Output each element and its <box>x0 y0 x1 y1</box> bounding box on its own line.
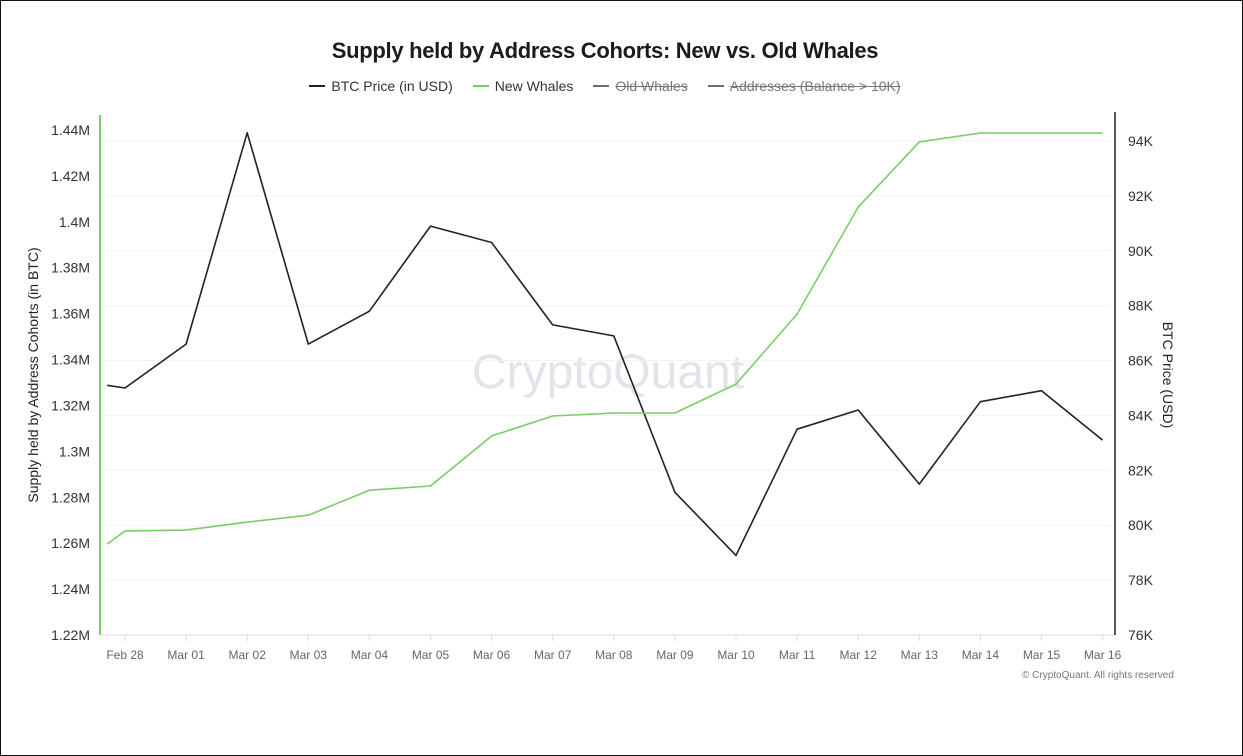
left-axis-tick: 1.26M <box>51 535 90 551</box>
right-axis-tick: 78K <box>1128 572 1154 588</box>
x-axis-tick: Mar 02 <box>229 648 267 662</box>
legend-swatch <box>309 85 326 87</box>
x-axis-tick: Mar 09 <box>656 648 694 662</box>
left-axis-tick: 1.32M <box>51 397 90 413</box>
x-axis-tick: Mar 14 <box>962 648 1000 662</box>
left-axis-tick: 1.28M <box>51 489 90 505</box>
left-axis-tick: 1.42M <box>51 168 90 184</box>
x-axis-tick: Mar 12 <box>840 648 878 662</box>
legend-swatch <box>593 85 610 87</box>
x-axis-tick: Mar 07 <box>534 648 572 662</box>
right-axis-tick: 94K <box>1128 133 1154 149</box>
x-axis-tick: Feb 28 <box>106 648 144 662</box>
legend-label: New Whales <box>494 78 574 94</box>
series-line-new-whales <box>106 132 1103 545</box>
right-axis-tick: 86K <box>1128 353 1154 369</box>
chart-title: Supply held by Address Cohorts: New vs. … <box>331 38 879 63</box>
legend-label: Old Whales <box>615 78 688 94</box>
x-axis-tick: Mar 13 <box>901 648 939 662</box>
legend-swatch <box>472 85 489 87</box>
legend-item[interactable]: Addresses (Balance > 10K) <box>707 78 901 94</box>
legend-swatch <box>707 85 724 87</box>
right-axis-tick: 80K <box>1128 517 1154 533</box>
right-axis-tick: 92K <box>1128 188 1154 204</box>
left-axis-tick: 1.44M <box>51 122 90 138</box>
x-axis-tick: Mar 15 <box>1023 648 1061 662</box>
copyright-text: © CryptoQuant. All rights reserved <box>1022 670 1174 681</box>
legend-item[interactable]: BTC Price (in USD) <box>309 78 453 94</box>
x-axis-tick: Mar 10 <box>717 648 755 662</box>
legend-label: Addresses (Balance > 10K) <box>729 78 901 94</box>
x-axis-tick: Mar 08 <box>595 648 633 662</box>
right-axis-tick: 90K <box>1128 243 1154 259</box>
x-axis-tick: Mar 16 <box>1084 648 1122 662</box>
legend-item[interactable]: Old Whales <box>593 78 688 94</box>
left-axis-tick: 1.38M <box>51 260 90 276</box>
legend-label: BTC Price (in USD) <box>331 78 453 94</box>
x-axis-tick: Mar 04 <box>351 648 389 662</box>
left-axis-tick: 1.4M <box>59 214 90 230</box>
left-axis-tick: 1.24M <box>51 581 90 597</box>
x-axis-tick: Mar 06 <box>473 648 511 662</box>
x-axis-tick: Mar 01 <box>167 648 205 662</box>
left-axis-label: Supply held by Address Cohorts (in BTC) <box>25 247 41 502</box>
left-axis-tick: 1.3M <box>59 443 90 459</box>
watermark: CryptoQuant <box>472 346 744 399</box>
right-axis-tick: 82K <box>1128 462 1154 478</box>
x-axis-tick: Mar 03 <box>290 648 328 662</box>
x-axis-tick: Mar 05 <box>412 648 450 662</box>
x-axis-tick: Mar 11 <box>779 648 816 662</box>
legend-item[interactable]: New Whales <box>472 78 574 94</box>
legend: BTC Price (in USD) New Whales Old Whales Ad… <box>0 78 1210 94</box>
series-line-btc-price <box>107 132 1104 557</box>
left-axis-tick: 1.34M <box>51 352 90 368</box>
left-axis-tick: 1.36M <box>51 306 90 322</box>
right-axis-tick: 84K <box>1128 407 1154 423</box>
right-axis-tick: 88K <box>1128 298 1154 314</box>
left-axis-tick: 1.22M <box>51 627 90 643</box>
right-axis-tick: 76K <box>1128 627 1154 643</box>
right-axis-label: BTC Price (USD) <box>1160 322 1176 429</box>
